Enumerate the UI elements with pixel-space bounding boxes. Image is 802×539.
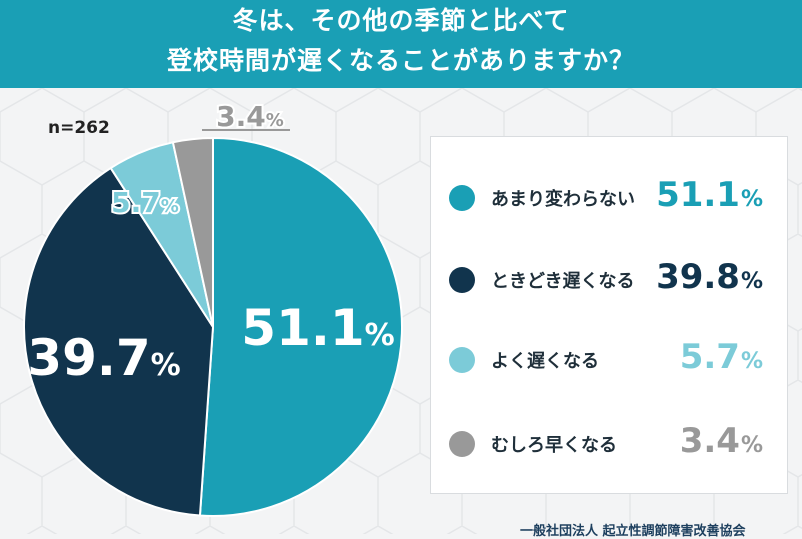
legend-value: 51.1% bbox=[656, 175, 763, 215]
sample-size-label: n=262 bbox=[48, 118, 110, 138]
legend-value: 39.8% bbox=[656, 257, 763, 297]
legend-value: 3.4% bbox=[679, 421, 763, 461]
pie-label-gray: 3.4% bbox=[216, 100, 284, 133]
legend-item-teal: あまり変わらない 51.1% bbox=[431, 167, 787, 227]
legend-item-light-blue: よく遅くなる 5.7% bbox=[431, 329, 787, 389]
pie-slice-teal bbox=[198, 136, 403, 517]
legend-label: むしろ早くなる bbox=[491, 435, 617, 456]
legend-swatch bbox=[449, 431, 475, 457]
legend-swatch bbox=[449, 347, 475, 373]
pie-label-navy: 39.7% bbox=[27, 329, 180, 387]
legend-label: あまり変わらない bbox=[491, 189, 635, 210]
legend-swatch bbox=[449, 267, 475, 293]
title-line-1: 冬は、その他の季節と比べて bbox=[232, 6, 570, 35]
title-banner: 冬は、その他の季節と比べて 登校時間が遅くなることがありますか？ bbox=[0, 0, 802, 88]
pie-label-light-blue: 5.7% bbox=[111, 186, 179, 219]
legend-item-gray: むしろ早くなる 3.4% bbox=[431, 413, 787, 473]
pie-label-teal: 51.1% bbox=[241, 299, 394, 357]
title-line-2: 登校時間が遅くなることがありますか？ bbox=[166, 46, 635, 75]
legend-label: ときどき遅くなる bbox=[491, 271, 635, 292]
legend-item-navy: ときどき遅くなる 39.8% bbox=[431, 249, 787, 309]
legend-box: あまり変わらない 51.1% ときどき遅くなる 39.8% よく遅くなる 5.7% むしろ早… bbox=[430, 136, 788, 494]
legend-value: 5.7% bbox=[679, 337, 763, 377]
legend-swatch bbox=[449, 185, 475, 211]
pie-slice-gray bbox=[171, 136, 214, 328]
legend-label: よく遅くなる bbox=[491, 351, 599, 372]
organization-credit: 一般社団法人 起立性調節障害改善協会 bbox=[520, 524, 746, 539]
